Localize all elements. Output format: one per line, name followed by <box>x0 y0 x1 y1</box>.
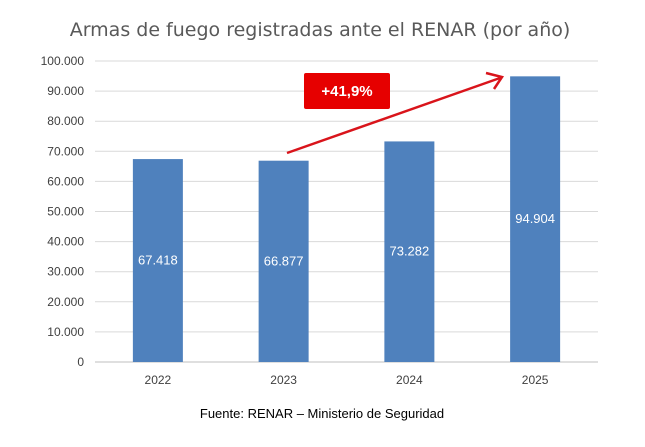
y-tick-label: 10.000 <box>47 325 84 339</box>
y-tick-label: 0 <box>77 355 84 369</box>
y-tick-label: 40.000 <box>47 235 84 249</box>
x-tick-label: 2023 <box>270 373 297 387</box>
data-label: 94.904 <box>515 211 555 226</box>
bar-2023 <box>258 160 309 362</box>
bar-2024 <box>384 141 435 362</box>
growth-label: +41,9% <box>321 83 372 100</box>
arrow-head-icon <box>485 71 505 90</box>
growth-arrow <box>286 76 501 155</box>
y-tick-label: 90.000 <box>47 84 84 98</box>
y-tick-label: 100.000 <box>41 54 85 68</box>
chart-title: Armas de fuego registradas ante el RENAR… <box>70 19 571 41</box>
source-note: Fuente: RENAR – Ministerio de Seguridad <box>200 406 444 421</box>
x-tick-label: 2024 <box>396 373 423 387</box>
growth-label-box <box>304 73 390 109</box>
data-label: 67.418 <box>138 253 178 268</box>
y-tick-label: 50.000 <box>47 205 84 219</box>
y-tick-label: 80.000 <box>47 114 84 128</box>
x-tick-label: 2025 <box>522 373 549 387</box>
y-tick-label: 30.000 <box>47 265 84 279</box>
y-tick-label: 60.000 <box>47 174 84 188</box>
data-label: 66.877 <box>264 253 304 268</box>
data-label: 73.282 <box>389 244 429 259</box>
bar-2022 <box>132 159 183 362</box>
y-tick-label: 70.000 <box>47 144 84 158</box>
x-tick-label: 2022 <box>145 373 172 387</box>
y-tick-label: 20.000 <box>47 295 84 309</box>
bar-2025 <box>510 76 561 362</box>
